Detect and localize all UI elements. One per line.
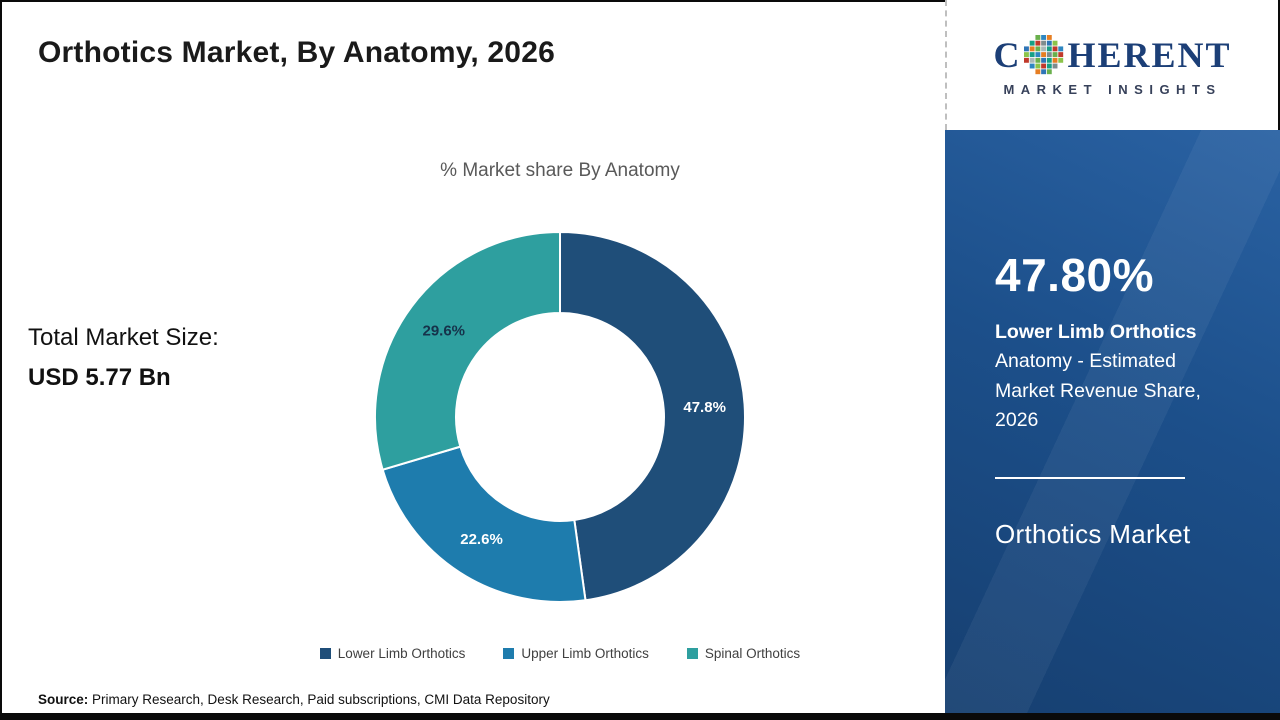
logo-subtitle: MARKET INSIGHTS [1003, 81, 1222, 97]
legend-item-2: Spinal Orthotics [686, 646, 801, 661]
donut-segment-2 [374, 230, 561, 471]
legend-swatch-icon [319, 648, 331, 659]
total-market-size-label: Total Market Size: [28, 324, 219, 351]
page-title: Orthotics Market, By Anatomy, 2026 [38, 36, 555, 69]
logo-area: C HERENT MARKET INSIGHTS [945, 0, 1278, 130]
bottom-border-strip [0, 713, 1280, 720]
donut-chart: 47.8% 22.6% 29.6% [374, 230, 746, 603]
legend-swatch-icon [503, 648, 515, 659]
legend-label: Upper Limb Orthotics [521, 646, 649, 661]
highlight-description: Lower Limb Orthotics Anatomy - Estimated… [995, 318, 1219, 435]
legend-item-1: Upper Limb Orthotics [503, 646, 649, 661]
logo-letters-suffix: HERENT [1067, 34, 1232, 75]
legend-item-0: Lower Limb Orthotics [319, 646, 466, 661]
total-market-size-value: USD 5.77 Bn [28, 364, 171, 391]
legend-swatch-icon [686, 648, 698, 659]
donut-segment-label-1: 22.6% [460, 531, 503, 548]
source-text: Primary Research, Desk Research, Paid su… [92, 692, 550, 707]
right-highlight-panel: 47.80% Lower Limb Orthotics Anatomy - Es… [945, 130, 1280, 720]
donut-segment-1 [381, 445, 587, 603]
source-label: Source: [38, 692, 89, 707]
coherent-logo: C HERENT [993, 34, 1231, 76]
panel-divider [995, 477, 1185, 479]
logo-mosaic-globe-icon [1024, 34, 1064, 74]
highlight-description-rest: Anatomy - Estimated Market Revenue Share… [995, 350, 1201, 431]
donut-segment-label-2: 29.6% [422, 322, 465, 339]
logo-letter-prefix: C [993, 34, 1022, 75]
legend-label: Spinal Orthotics [704, 646, 801, 661]
chart-legend: Lower Limb Orthotics Upper Limb Orthotics… [160, 646, 960, 661]
donut-segment-label-0: 47.8% [683, 399, 726, 416]
panel-footer-title: Orthotics Market [995, 519, 1191, 549]
chart-title: % Market share By Anatomy [440, 160, 680, 181]
legend-label: Lower Limb Orthotics [337, 646, 466, 661]
total-market-size-block: Total Market Size: USD 5.77 Bn [28, 324, 219, 392]
donut-segment-0 [559, 230, 746, 602]
highlight-description-bold: Lower Limb Orthotics [995, 321, 1197, 343]
source-line: Source: Primary Research, Desk Research,… [38, 692, 550, 707]
highlight-percentage: 47.80% [995, 249, 1155, 301]
